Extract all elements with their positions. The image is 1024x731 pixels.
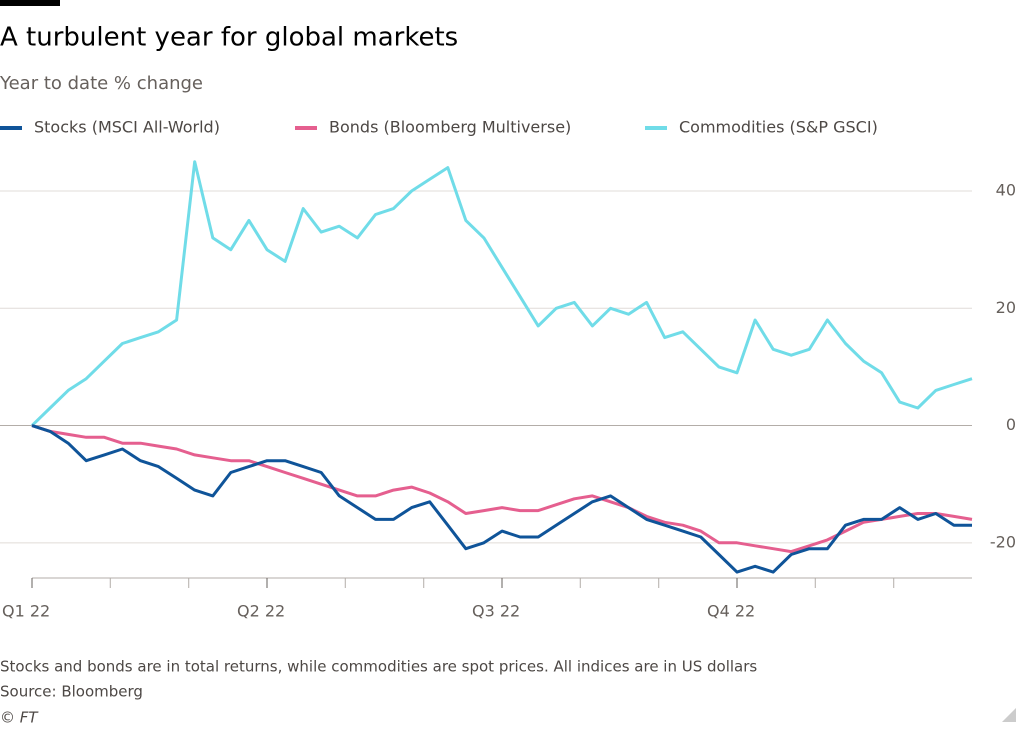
source: Source: Bloomberg (0, 683, 143, 701)
brand-bar (0, 0, 60, 6)
footnote: Stocks and bonds are in total returns, w… (0, 658, 757, 676)
y-tick-label: 20 (996, 298, 1016, 317)
chart-subtitle: Year to date % change (0, 73, 203, 94)
x-tick-label: Q1 22 (2, 602, 50, 621)
legend-label: Bonds (Bloomberg Multiverse) (329, 118, 571, 137)
resize-corner (1002, 708, 1016, 722)
x-tick-label: Q3 22 (472, 602, 520, 621)
legend-label: Stocks (MSCI All-World) (34, 118, 220, 137)
series-line (31, 424, 972, 574)
series-line (30, 160, 973, 427)
legend-label: Commodities (S&P GSCI) (679, 118, 878, 137)
y-tick-label: 0 (1006, 415, 1016, 434)
series-line (31, 424, 973, 554)
x-tick-label: Q2 22 (237, 602, 285, 621)
credit: © FT (0, 709, 39, 727)
y-tick-label: 40 (996, 181, 1016, 200)
x-tick-label: Q4 22 (707, 602, 755, 621)
chart-title: A turbulent year for global markets (0, 23, 458, 53)
y-tick-label: -20 (990, 532, 1016, 551)
